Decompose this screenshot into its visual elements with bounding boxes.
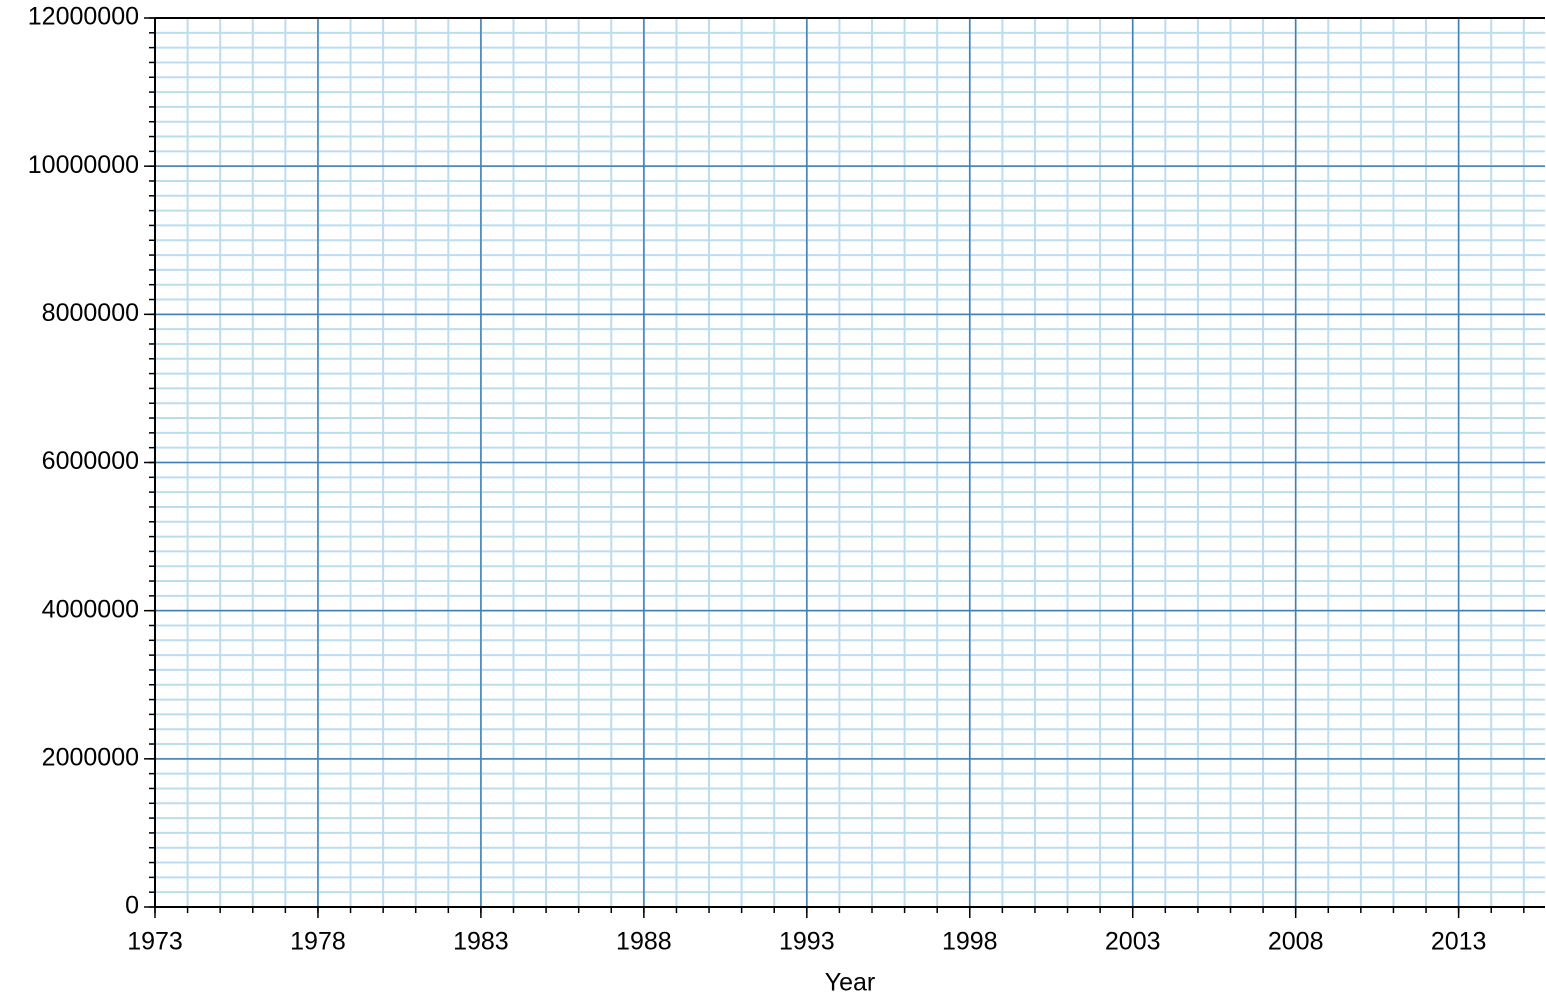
- x-tick-label: 2003: [1105, 928, 1161, 956]
- y-tick-label: 4000000: [42, 595, 139, 623]
- x-tick-label: 1983: [453, 928, 509, 956]
- x-tick-label: 1978: [290, 928, 346, 956]
- x-tick-label: 1998: [942, 928, 998, 956]
- x-tick-label: 1988: [616, 928, 672, 956]
- y-tick-label: 6000000: [42, 447, 139, 475]
- y-tick-label: 8000000: [42, 299, 139, 327]
- y-tick-label: 12000000: [28, 3, 139, 31]
- y-tick-label: 0: [125, 892, 139, 920]
- y-tick-label: 10000000: [28, 151, 139, 179]
- x-axis-label: Year: [825, 969, 876, 996]
- x-tick-label: 1993: [779, 928, 835, 956]
- y-tick-label: 2000000: [42, 743, 139, 771]
- x-tick-label: 2013: [1431, 928, 1487, 956]
- x-tick-label: 2008: [1268, 928, 1324, 956]
- x-tick-label: 1973: [127, 928, 183, 956]
